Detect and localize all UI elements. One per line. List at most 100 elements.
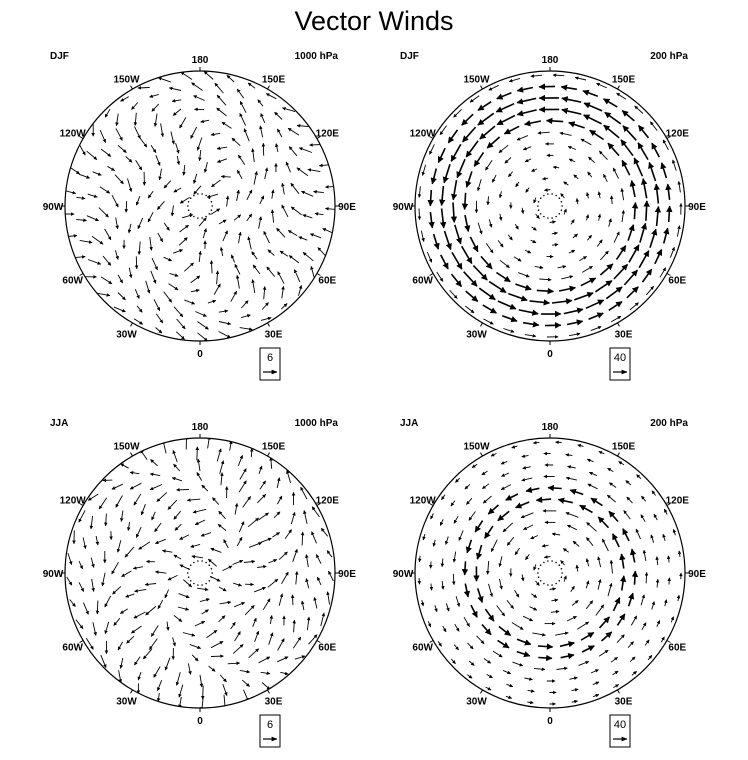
wind-vector: [174, 523, 182, 531]
wind-vector-calm: [539, 213, 542, 215]
wind-vector: [427, 189, 434, 207]
wind-vector: [129, 482, 142, 490]
lon-label: 150W: [463, 442, 490, 453]
wind-vector: [550, 609, 560, 614]
wind-vector: [454, 224, 463, 245]
wind-vector: [452, 551, 457, 563]
level-label: 200 hPa: [650, 51, 688, 62]
wind-vector: [83, 602, 89, 615]
wind-vector: [569, 488, 584, 496]
wind-vector: [629, 656, 636, 662]
wind-vector: [479, 125, 496, 140]
wind-vector: [607, 582, 613, 597]
lon-label: 30W: [116, 329, 137, 340]
lon-label: 60W: [412, 276, 433, 287]
wind-vector: [104, 595, 112, 608]
wind-vector: [571, 688, 579, 692]
wind-vector: [208, 665, 216, 672]
wind-vector: [477, 112, 495, 126]
wind-vector: [498, 213, 503, 221]
wind-vector: [545, 117, 564, 125]
wind-vector: [190, 126, 198, 139]
wind-vector: [193, 173, 198, 184]
wind-vector-calm: [201, 193, 203, 195]
wind-vector: [277, 271, 285, 284]
wind-vector: [163, 180, 172, 189]
reference-magnitude: 40: [614, 352, 626, 364]
wind-vector: [461, 561, 469, 576]
wind-vector: [626, 496, 633, 504]
wind-vector: [301, 190, 314, 197]
wind-vector: [543, 555, 551, 559]
wind-vector: [579, 504, 593, 514]
wind-vector: [237, 154, 246, 165]
wind-vector: [470, 604, 478, 618]
wind-vector: [607, 494, 616, 503]
wind-vector: [155, 327, 163, 334]
wind-vector: [568, 121, 585, 129]
wind-vector: [210, 641, 224, 649]
wind-vector: [153, 666, 161, 678]
wind-vector: [497, 639, 510, 649]
wind-vector: [182, 164, 186, 176]
wind-vector: [137, 86, 150, 90]
wind-vector-calm: [537, 572, 539, 574]
wind-vector: [420, 599, 425, 607]
wind-vector: [199, 598, 210, 603]
wind-vector: [572, 540, 580, 547]
wind-vector: [520, 512, 534, 519]
wind-vector: [78, 173, 91, 179]
wind-vector: [437, 147, 446, 164]
wind-vector-calm: [561, 205, 563, 207]
wind-vector: [604, 111, 622, 125]
wind-vector: [82, 537, 87, 550]
wind-vector: [218, 586, 227, 592]
wind-vector: [651, 142, 661, 158]
lon-label: 30W: [466, 696, 487, 707]
wind-vector: [302, 252, 314, 262]
wind-vector: [557, 265, 567, 269]
lon-label: 90E: [688, 569, 706, 580]
wind-vector: [442, 163, 451, 184]
wind-vector: [200, 119, 210, 124]
wind-vector: [581, 645, 595, 653]
wind-vector: [533, 564, 537, 571]
wind-vector: [120, 463, 129, 469]
wind-vector-calm: [187, 576, 190, 578]
wind-vector-calm: [558, 213, 561, 215]
wind-vector: [502, 669, 512, 675]
wind-vector: [305, 554, 309, 568]
wind-vector: [551, 532, 561, 536]
lon-label: 30E: [265, 329, 283, 340]
lon-tick: [316, 273, 321, 276]
wind-vector: [140, 504, 146, 516]
lon-tick: [429, 136, 434, 139]
lon-label: 120E: [666, 496, 690, 507]
lon-tick: [429, 503, 434, 506]
wind-vector-calm: [555, 561, 557, 564]
wind-vector: [613, 231, 620, 243]
wind-vector-calm: [210, 568, 213, 570]
wind-vector: [660, 162, 668, 179]
wind-vector: [216, 158, 228, 163]
wind-vector: [190, 288, 200, 293]
wind-vector: [120, 96, 129, 102]
wind-vector: [515, 283, 532, 291]
wind-vector: [501, 315, 518, 323]
wind-vector: [258, 512, 269, 521]
wind-vector: [178, 237, 188, 246]
wind-vector: [310, 265, 315, 279]
wind-vector: [588, 312, 604, 321]
wind-vector: [197, 332, 208, 341]
wind-vector: [595, 604, 605, 616]
wind-vector: [236, 88, 245, 99]
wind-vector: [621, 109, 635, 122]
wind-vector: [441, 494, 446, 500]
wind-vector: [627, 592, 635, 607]
wind-vector: [588, 156, 596, 164]
lon-label: 0: [547, 716, 553, 727]
lon-label: 0: [197, 349, 203, 360]
wind-vector: [605, 286, 623, 300]
wind-vector: [430, 168, 438, 185]
wind-vector: [238, 231, 242, 244]
